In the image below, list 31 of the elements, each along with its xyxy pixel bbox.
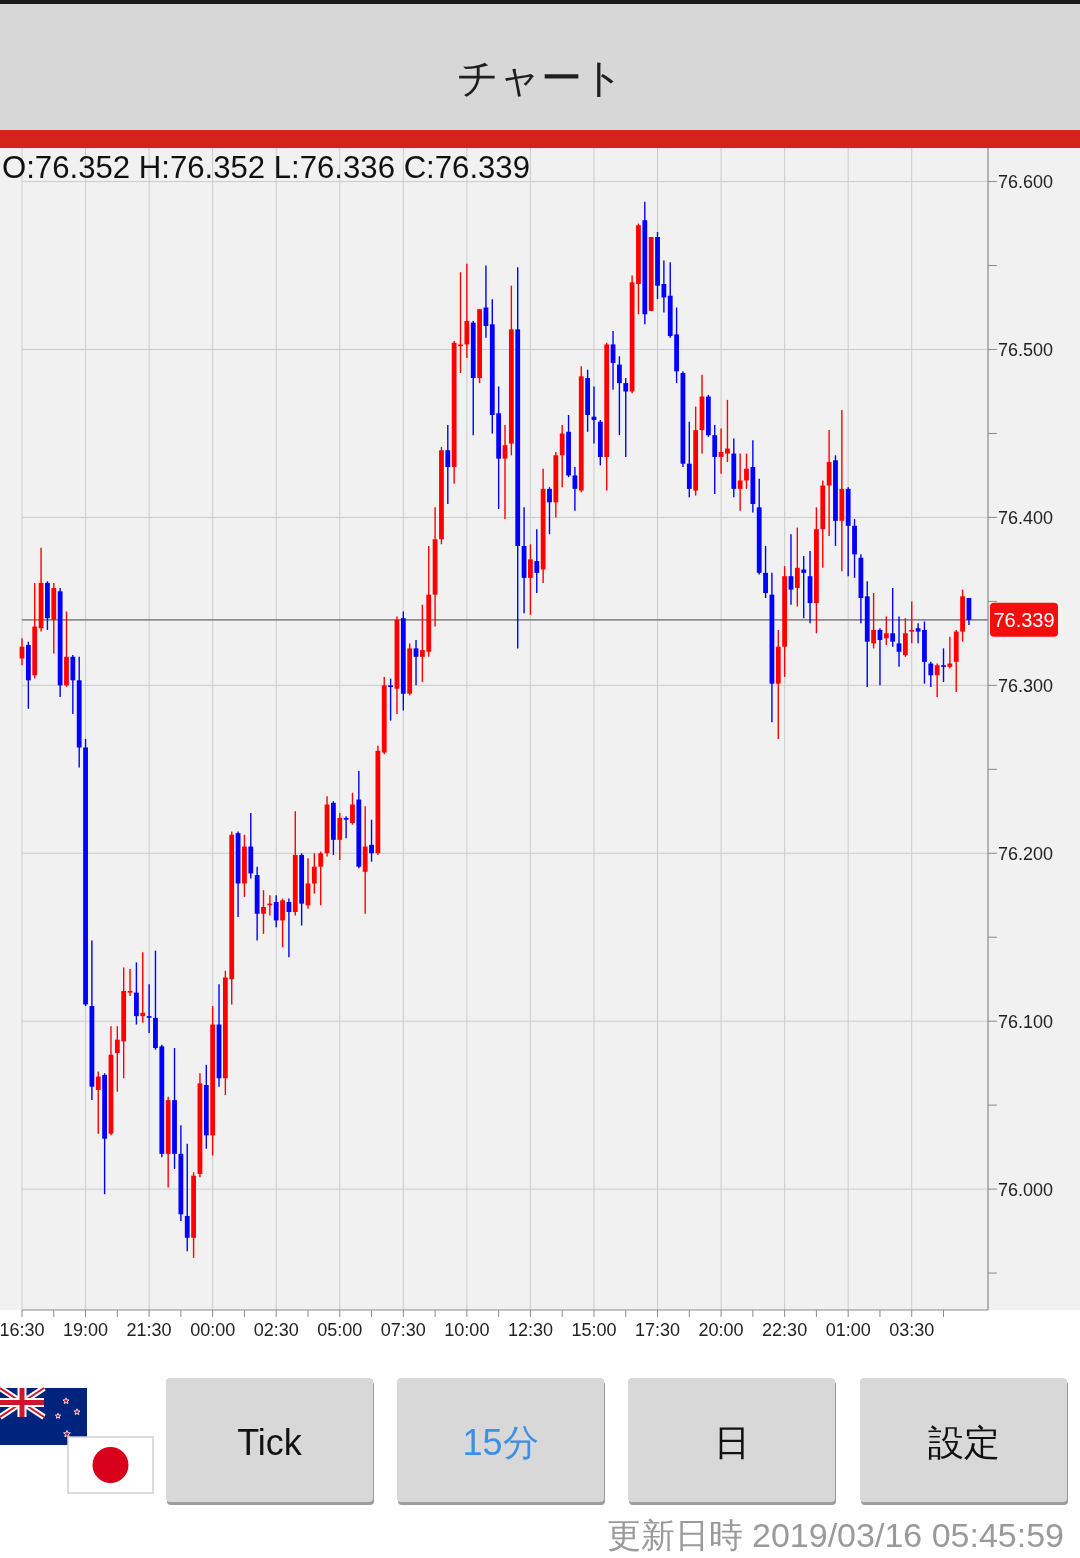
x-tick-label: 16:30 bbox=[0, 1320, 45, 1340]
x-tick-label: 20:00 bbox=[698, 1320, 744, 1340]
x-tick-label: 10:00 bbox=[444, 1320, 490, 1340]
button: 設定 bbox=[860, 1378, 1068, 1505]
x-tick-label: 02:30 bbox=[253, 1320, 299, 1340]
update-time: 更新日時 2019/03/16 05:45:59 bbox=[606, 1516, 1064, 1554]
y-tick-label: 76.600 bbox=[998, 172, 1054, 193]
ref-line-label: 76.339 bbox=[993, 608, 1055, 631]
y-tick-label: 76.300 bbox=[998, 675, 1054, 696]
y-tick-label: 76.400 bbox=[998, 507, 1054, 528]
x-tick-label: 15:00 bbox=[571, 1320, 617, 1340]
x-tick-label: 21:30 bbox=[126, 1320, 172, 1340]
button: Tick bbox=[166, 1378, 374, 1505]
title: チャート bbox=[456, 55, 624, 101]
x-tick-label: 00:00 bbox=[190, 1320, 236, 1340]
x-tick-label: 19:00 bbox=[63, 1320, 109, 1340]
x-tick-label: 03:30 bbox=[889, 1320, 935, 1340]
y-tick-label: 76.500 bbox=[998, 340, 1054, 360]
y-tick-label: 76.100 bbox=[998, 1011, 1054, 1032]
y-tick-label: 76.000 bbox=[998, 1179, 1054, 1200]
price-tag: 76.339 bbox=[990, 602, 1058, 637]
x-tick-label: 22:30 bbox=[762, 1320, 808, 1340]
x-tick-label: 05:00 bbox=[317, 1320, 363, 1340]
button: 15分 bbox=[397, 1378, 605, 1505]
x-tick-label: 17:30 bbox=[635, 1320, 681, 1340]
x-tick-label: 12:30 bbox=[507, 1320, 553, 1340]
y-tick-label: 76.200 bbox=[998, 843, 1054, 864]
x-tick-label: 07:30 bbox=[380, 1320, 426, 1340]
subtitle: O:76.352 H:76.352 L:76.336 C:76.339 bbox=[2, 150, 528, 185]
x-tick-label: 01:00 bbox=[825, 1320, 871, 1340]
button: 日 bbox=[628, 1378, 836, 1505]
